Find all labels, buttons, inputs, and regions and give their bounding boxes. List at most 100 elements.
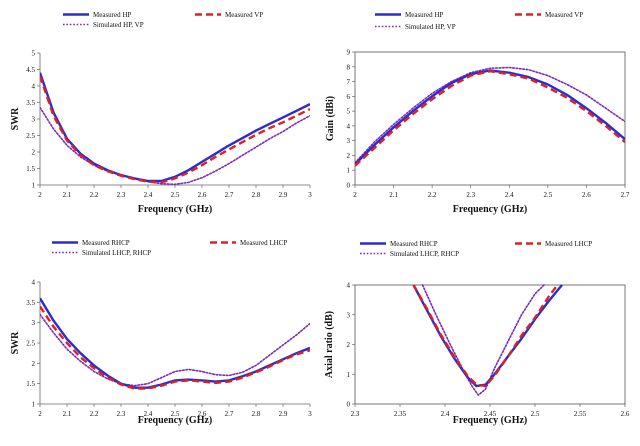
y-tick-label: 0 xyxy=(347,182,351,190)
y-tick-label: 4 xyxy=(347,282,351,290)
x-tick-label: 2.4 xyxy=(144,191,153,199)
series-line-measured-hp xyxy=(355,69,625,166)
legend-label: Measured VP xyxy=(545,11,583,19)
x-tick-label: 2.5 xyxy=(543,191,552,199)
x-tick-label: 2.3 xyxy=(117,191,126,199)
series-line-measured-lhcp xyxy=(40,305,310,390)
chart-swr-linear-polarization: 2 2.1 2.2 2.3 2.4 2.5 2.6 2.7 2.8 2.9 3 1 1.5 2 2.5 3 3.… xyxy=(10,11,312,215)
legend-label: Simulated HP, VP xyxy=(405,23,456,31)
y-tick-label: 5 xyxy=(32,50,36,58)
y-tick-label: 1 xyxy=(32,182,36,190)
x-axis-label: Frequency (GHz) xyxy=(138,415,213,426)
y-tick-label: 2 xyxy=(347,152,351,160)
chart-axial-ratio: 2.3 2.35 2.4 2.45 2.5 2.55 2.6 0 1 2 3 4 Frequency (… xyxy=(324,240,630,426)
x-tick-label: 2.2 xyxy=(428,191,437,199)
x-tick-label: 2.2 xyxy=(90,410,99,418)
x-tick-label: 2.9 xyxy=(279,191,288,199)
legend-label: Measured HP xyxy=(405,11,443,19)
y-tick-label: 2.5 xyxy=(26,340,35,348)
legend-label: Measured VP xyxy=(225,11,263,19)
y-tick-label: 4 xyxy=(32,279,36,287)
y-tick-label: 1.5 xyxy=(26,380,35,388)
series-line-simulated-lhcp-rhcp xyxy=(421,284,545,396)
y-tick-label: 7 xyxy=(347,78,351,86)
y-tick-label: 9 xyxy=(347,49,351,57)
legend-label: Measured RHCP xyxy=(82,239,130,247)
x-tick-label: 2.1 xyxy=(63,191,72,199)
chart-swr-circular-polarization: 2 2.1 2.2 2.3 2.4 2.5 2.6 2.7 2.8 2.9 3 1 1.5 2 2.5 3 3.… xyxy=(10,239,312,426)
series-line-simulated-hp-vp xyxy=(40,106,310,186)
x-axis-label: Frequency (GHz) xyxy=(453,415,528,426)
y-tick-label: 3 xyxy=(32,319,36,327)
x-tick-label: 2.45 xyxy=(484,410,497,418)
x-axis-label: Frequency (GHz) xyxy=(453,204,528,215)
y-tick-label: 6 xyxy=(347,93,351,101)
x-tick-label: 2.5 xyxy=(171,410,180,418)
legend-label: Simulated LHCP, RHCP xyxy=(390,250,459,258)
x-tick-label: 2.3 xyxy=(117,410,126,418)
y-axis-label: Axial ratio (dB) xyxy=(324,311,335,378)
x-axis-label: Frequency (GHz) xyxy=(138,204,213,215)
x-tick-label: 2 xyxy=(353,191,357,199)
series-line-simulated-lhcp-rhcp xyxy=(40,313,310,387)
y-tick-label: 2 xyxy=(32,360,36,368)
series-line-measured-lhcp xyxy=(412,284,559,388)
x-tick-label: 2.6 xyxy=(198,410,207,418)
y-tick-label: 2 xyxy=(32,149,36,157)
x-tick-label: 2.8 xyxy=(252,410,261,418)
legend-label: Measured RHCP xyxy=(390,240,438,248)
x-tick-label: 2 xyxy=(38,191,42,199)
x-tick-label: 2.3 xyxy=(466,191,475,199)
y-tick-label: 5 xyxy=(347,108,351,116)
y-tick-label: 1 xyxy=(347,167,351,175)
plot-frame xyxy=(354,51,626,186)
x-tick-label: 2.7 xyxy=(621,191,630,199)
x-tick-label: 2.4 xyxy=(144,410,153,418)
y-axis-label: Gain (dBi) xyxy=(325,96,336,141)
x-tick-label: 2.4 xyxy=(441,410,450,418)
x-tick-label: 2.4 xyxy=(505,191,514,199)
x-tick-label: 2.3 xyxy=(351,410,360,418)
y-tick-label: 4 xyxy=(32,83,36,91)
legend-label: Measured LHCP xyxy=(240,239,287,247)
y-tick-label: 4 xyxy=(347,122,351,130)
series-line-simulated-hp-vp xyxy=(355,66,625,164)
y-tick-label: 3 xyxy=(347,137,351,145)
x-tick-label: 2.9 xyxy=(279,410,288,418)
y-tick-label: 8 xyxy=(347,63,351,71)
x-tick-label: 2.8 xyxy=(252,191,261,199)
x-tick-label: 2.1 xyxy=(63,410,72,418)
y-tick-label: 3.5 xyxy=(26,299,35,307)
x-tick-label: 2.55 xyxy=(574,410,587,418)
y-tick-label: 3 xyxy=(347,311,351,319)
x-tick-label: 2.5 xyxy=(171,191,180,199)
y-tick-label: 3.5 xyxy=(26,99,35,107)
x-tick-label: 2.5 xyxy=(531,410,540,418)
legend-label: Measured HP xyxy=(93,11,131,19)
x-tick-label: 2.6 xyxy=(198,191,207,199)
series-line-measured-vp xyxy=(355,70,625,167)
y-tick-label: 4.5 xyxy=(26,66,35,74)
y-tick-label: 0 xyxy=(347,401,351,409)
y-tick-label: 1.5 xyxy=(26,165,35,173)
series-line-measured-hp xyxy=(40,72,310,183)
y-tick-label: 1 xyxy=(347,371,351,379)
x-tick-label: 3 xyxy=(308,191,312,199)
x-tick-label: 2.7 xyxy=(225,191,234,199)
legend-label: Simulated HP, VP xyxy=(93,21,144,29)
y-tick-label: 2.5 xyxy=(26,132,35,140)
chart-gain: 2 2.1 2.2 2.3 2.4 2.5 2.6 2.7 0 1 2 3 4 5 6 7 8 9 Frequenc… xyxy=(325,11,630,215)
x-tick-label: 2.35 xyxy=(394,410,407,418)
legend-label: Simulated LHCP, RHCP xyxy=(82,249,151,257)
x-tick-label: 2.6 xyxy=(582,191,591,199)
x-tick-label: 3 xyxy=(308,410,312,418)
series-line-measured-rhcp xyxy=(412,284,563,388)
series-line-measured-rhcp xyxy=(40,297,310,389)
x-tick-label: 2 xyxy=(38,410,42,418)
plot-frame xyxy=(354,284,626,405)
x-tick-label: 2.7 xyxy=(225,410,234,418)
x-tick-label: 2.1 xyxy=(389,191,398,199)
y-axis-label: SWR xyxy=(10,107,21,131)
x-tick-label: 2.6 xyxy=(621,410,630,418)
